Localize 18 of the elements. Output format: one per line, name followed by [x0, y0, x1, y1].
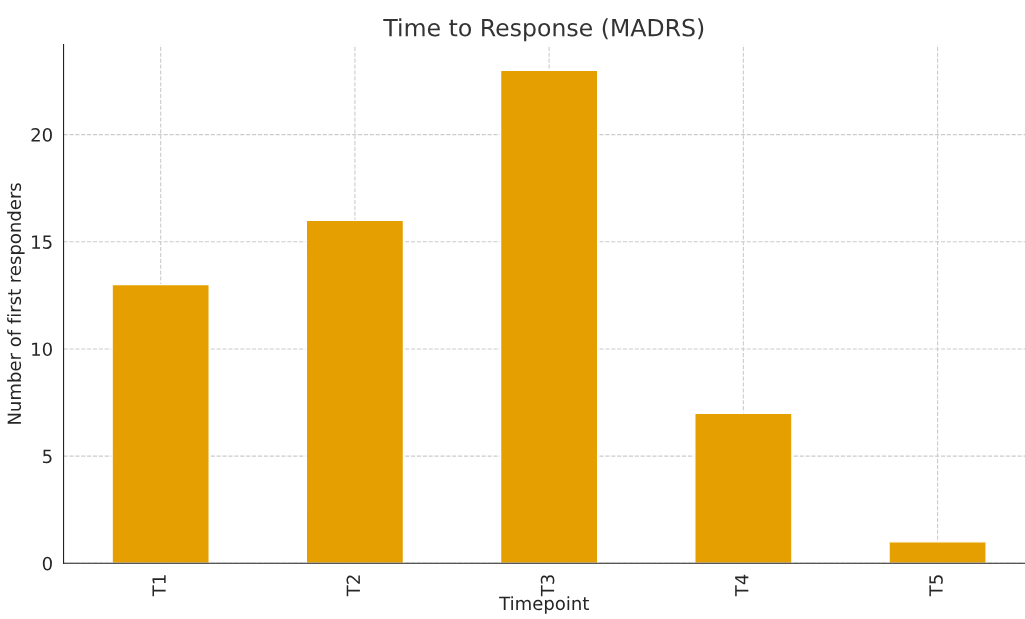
y-tick-label: 15: [32, 235, 52, 249]
bar: [111, 283, 210, 564]
x-tick-label: T3: [540, 575, 555, 597]
bar: [305, 219, 405, 564]
x-tick-label: T4: [735, 574, 749, 597]
y-tick-label: 20: [31, 128, 52, 142]
x-tick-label: T2: [346, 575, 360, 597]
y-tick-label: 5: [43, 449, 52, 464]
bar: [694, 412, 793, 564]
y-axis-title: Number of first responders: [7, 183, 25, 424]
y-tick-label: 10: [32, 342, 52, 357]
bar: [888, 541, 987, 564]
x-axis-title: Timepoint: [499, 596, 589, 614]
chart-title: Time to Response (MADRS): [383, 18, 704, 42]
bar: [499, 69, 599, 564]
y-tick-label: 0: [42, 556, 52, 571]
x-tick-label: T1: [152, 575, 166, 597]
x-tick-label: T5: [929, 575, 943, 597]
